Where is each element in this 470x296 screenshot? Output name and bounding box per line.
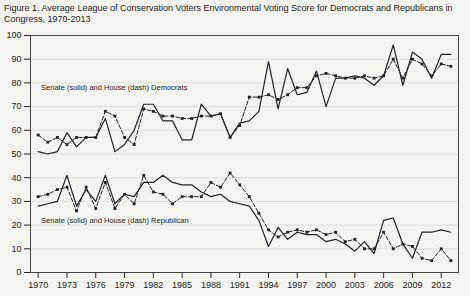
- svg-text:1994: 1994: [258, 279, 278, 289]
- svg-text:1979: 1979: [115, 279, 135, 289]
- svg-text:10: 10: [11, 243, 21, 253]
- svg-text:50: 50: [11, 148, 21, 158]
- svg-text:1991: 1991: [230, 279, 250, 289]
- svg-text:1970: 1970: [28, 279, 48, 289]
- svg-text:90: 90: [11, 54, 21, 64]
- svg-text:2012: 2012: [431, 279, 451, 289]
- svg-text:60: 60: [11, 125, 21, 135]
- svg-text:Senate (solid) and House (dash: Senate (solid) and House (dash) Republic…: [41, 215, 189, 224]
- svg-text:70: 70: [11, 101, 21, 111]
- svg-text:1997: 1997: [287, 279, 307, 289]
- svg-text:1985: 1985: [172, 279, 192, 289]
- svg-text:2006: 2006: [374, 279, 394, 289]
- svg-text:2003: 2003: [345, 279, 365, 289]
- svg-text:40: 40: [11, 172, 21, 182]
- svg-text:2000: 2000: [316, 279, 336, 289]
- svg-text:100: 100: [6, 30, 21, 40]
- svg-text:1976: 1976: [86, 279, 106, 289]
- html-text:Figure 1. Average League of Co: Figure 1. Average League of Conservation…: [4, 3, 453, 24]
- svg-text:80: 80: [11, 77, 21, 87]
- svg-text:20: 20: [11, 220, 21, 230]
- svg-text:30: 30: [11, 196, 21, 206]
- svg-text:1988: 1988: [201, 279, 221, 289]
- svg-text:Senate (solid) and House (dash: Senate (solid) and House (dash) Democrat…: [41, 83, 188, 92]
- svg-text:0: 0: [16, 267, 21, 277]
- svg-text:2009: 2009: [402, 279, 422, 289]
- svg-text:1982: 1982: [143, 279, 163, 289]
- svg-text:1973: 1973: [57, 279, 77, 289]
